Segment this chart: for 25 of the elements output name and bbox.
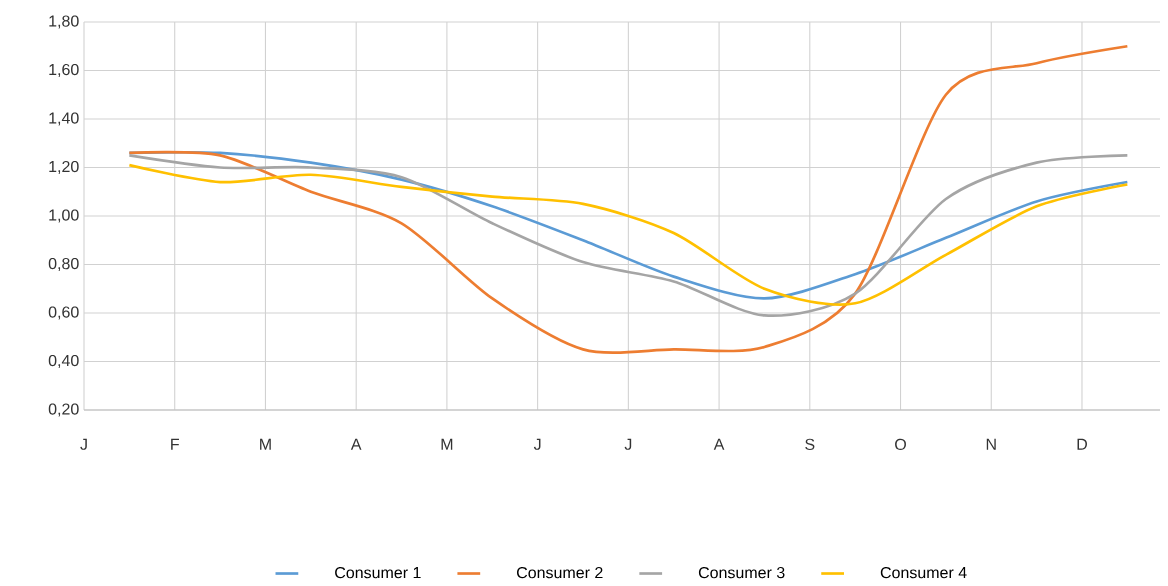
y-tick-label: 1,40 — [49, 112, 79, 126]
x-tick-label: O — [895, 438, 906, 451]
legend-label: Consumer 4 — [880, 566, 967, 579]
x-tick-label: F — [171, 438, 179, 450]
x-tick-label: D — [1077, 438, 1087, 450]
x-tick-label: A — [350, 438, 362, 450]
y-tick-label: 0,40 — [48, 354, 79, 369]
y-tick-label: 1,00 — [49, 209, 79, 223]
x-tick-label: J — [533, 438, 541, 450]
x-tick-label: J — [80, 438, 87, 450]
y-tick-label: 0,60 — [48, 306, 79, 320]
x-tick-label: A — [713, 438, 725, 450]
x-tick-label: M — [260, 438, 271, 450]
y-tick-label: 1,80 — [49, 15, 79, 29]
x-tick-label: M — [441, 438, 453, 450]
y-tick-label: 0,20 — [48, 403, 79, 417]
legend-label: Consumer 3 — [698, 566, 785, 579]
legend-label: Consumer 1 — [335, 566, 421, 579]
y-tick-label: 1,60 — [49, 63, 79, 78]
y-tick-label: 1,20 — [49, 160, 79, 175]
x-tick-label: S — [805, 438, 815, 451]
x-tick-label: N — [986, 438, 996, 450]
y-tick-label: 0,80 — [48, 257, 79, 272]
x-tick-label: J — [624, 438, 632, 450]
legend-label: Consumer 2 — [517, 566, 603, 579]
